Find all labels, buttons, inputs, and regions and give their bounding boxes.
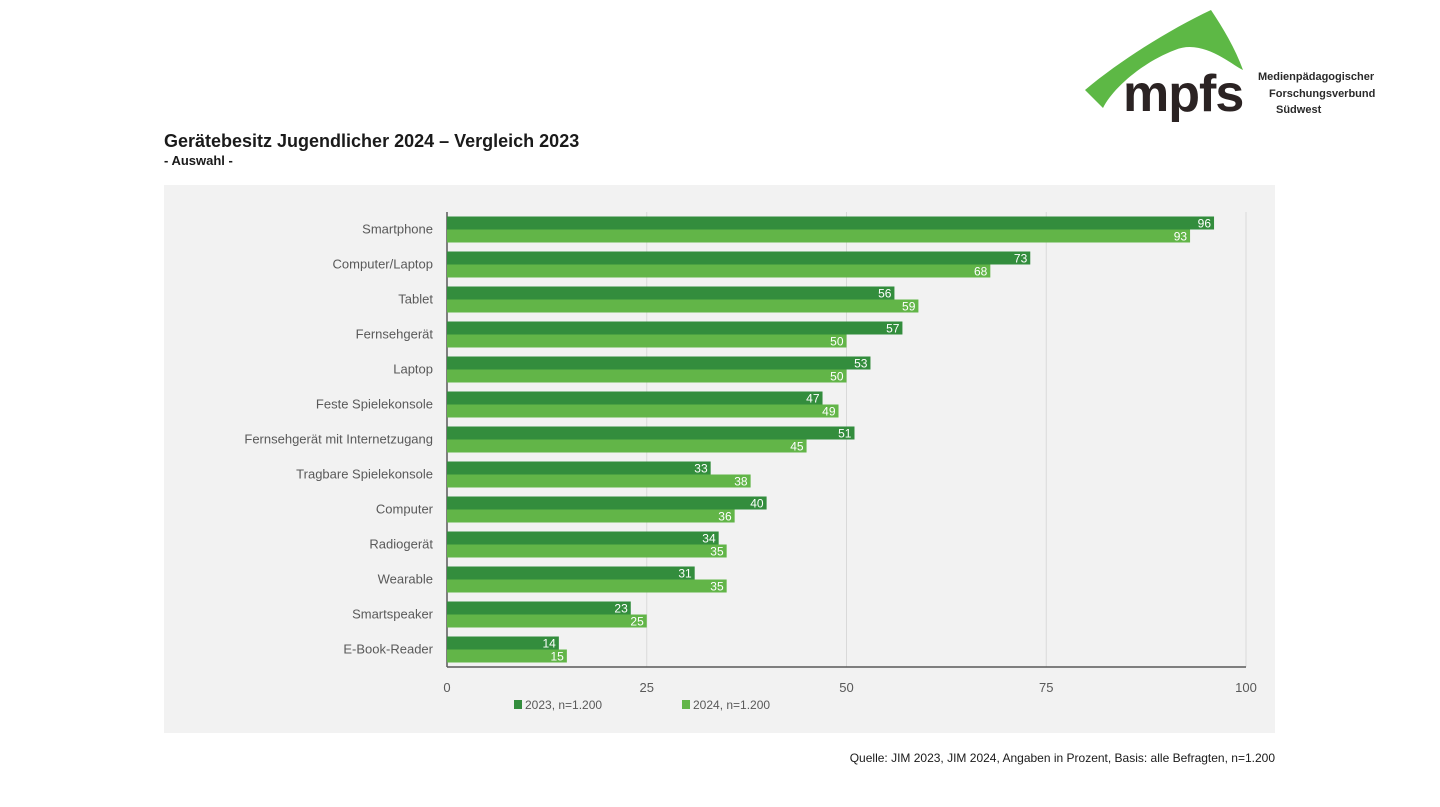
logo-line-3: Südwest (1276, 104, 1322, 116)
bar-2023 (447, 426, 855, 440)
bar-2024 (447, 544, 727, 558)
data-label: 68 (974, 265, 988, 279)
bar-2023 (447, 461, 711, 475)
bar-2024 (447, 299, 919, 313)
data-label: 35 (710, 580, 724, 594)
legend-label: 2024, n=1.200 (693, 698, 770, 712)
bar-2023 (447, 216, 1215, 230)
chart-subtitle: - Auswahl - (164, 153, 233, 168)
logo-arch-icon (1085, 10, 1243, 108)
data-label: 36 (718, 510, 732, 524)
x-tick-label: 100 (1235, 680, 1257, 695)
category-label: Feste Spielekonsole (316, 397, 433, 412)
mpfs-logo: mpfs Medienpädagogischer Forschungsverbu… (1083, 8, 1381, 124)
bar-2023 (447, 251, 1031, 265)
category-label: Computer/Laptop (333, 257, 433, 272)
x-tick-label: 50 (839, 680, 853, 695)
logo-line-1: Medienpädagogischer (1258, 71, 1375, 83)
data-label: 57 (886, 322, 900, 336)
data-label: 15 (550, 650, 564, 664)
bar-2023 (447, 531, 719, 545)
chart-title: Gerätebesitz Jugendlicher 2024 – Verglei… (164, 131, 580, 151)
category-label: Tragbare Spielekonsole (296, 467, 433, 482)
x-tick-label: 25 (640, 680, 654, 695)
category-label: Fernsehgerät mit Internetzugang (244, 432, 433, 447)
bar-2023 (447, 321, 903, 335)
bar-2024 (447, 649, 567, 663)
category-label: Laptop (393, 362, 433, 377)
bar-2023 (447, 496, 767, 510)
data-label: 50 (830, 335, 844, 349)
category-label: Computer (376, 502, 434, 517)
legend-swatch (514, 700, 522, 709)
category-label: Wearable (378, 572, 433, 587)
x-tick-label: 75 (1039, 680, 1053, 695)
chart-panel: 0 25 50 75 100 Smartphone 96 93 Computer/Laptop 7… (164, 185, 1275, 733)
bar-2024 (447, 439, 807, 453)
bar-2024 (447, 404, 839, 418)
data-label: 47 (806, 392, 820, 406)
data-label: 96 (1198, 217, 1212, 231)
data-label: 31 (678, 567, 692, 581)
category-label: Fernsehgerät (356, 327, 434, 342)
bar-2024 (447, 474, 751, 488)
bar-2023 (447, 636, 559, 650)
logo-wordmark: mpfs (1123, 65, 1244, 123)
data-label: 35 (710, 545, 724, 559)
category-label: Tablet (398, 292, 433, 307)
data-label: 53 (854, 357, 868, 371)
category-label: E-Book-Reader (343, 642, 433, 657)
bar-2023 (447, 566, 695, 580)
bar-2024 (447, 229, 1191, 243)
legend-swatch (682, 700, 690, 709)
bar-2024 (447, 509, 735, 523)
bar-2023 (447, 391, 823, 405)
category-label: Smartphone (362, 222, 433, 237)
bar-2023 (447, 356, 871, 370)
x-tick-label: 0 (443, 680, 450, 695)
data-label: 59 (902, 300, 916, 314)
data-label: 40 (750, 497, 764, 511)
source-note: Quelle: JIM 2023, JIM 2024, Angaben in P… (849, 751, 1275, 765)
bar-2024 (447, 369, 847, 383)
data-label: 45 (790, 440, 804, 454)
data-label: 56 (878, 287, 892, 301)
category-label: Smartspeaker (352, 607, 434, 622)
bar-2023 (447, 601, 631, 615)
bar-2023 (447, 286, 895, 300)
bar-2024 (447, 614, 647, 628)
data-label: 23 (614, 602, 628, 616)
bar-2024 (447, 579, 727, 593)
data-label: 33 (694, 462, 708, 476)
data-label: 51 (838, 427, 852, 441)
bar-2024 (447, 264, 991, 278)
data-label: 73 (1014, 252, 1028, 266)
data-label: 14 (543, 637, 557, 651)
category-label: Radiogerät (369, 537, 433, 552)
legend-label: 2023, n=1.200 (525, 698, 602, 712)
data-label: 34 (702, 532, 716, 546)
logo-line-2: Forschungsverbund (1269, 88, 1376, 100)
data-label: 93 (1174, 230, 1188, 244)
bar-2024 (447, 334, 847, 348)
data-label: 25 (630, 615, 644, 629)
bar-chart: 0 25 50 75 100 Smartphone 96 93 Computer/Laptop 7… (244, 212, 1257, 712)
data-label: 50 (830, 370, 844, 384)
data-label: 38 (734, 475, 748, 489)
data-label: 49 (822, 405, 836, 419)
